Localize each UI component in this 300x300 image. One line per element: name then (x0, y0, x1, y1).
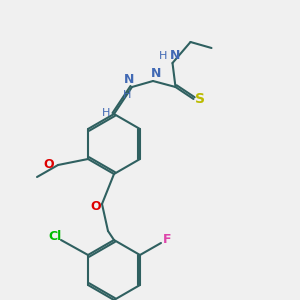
Text: H: H (159, 50, 168, 61)
Text: N: N (170, 49, 181, 62)
Text: F: F (163, 233, 171, 247)
Text: H: H (123, 89, 132, 100)
Text: H: H (102, 107, 111, 118)
Text: O: O (91, 200, 101, 214)
Text: O: O (44, 158, 54, 172)
Text: N: N (151, 67, 161, 80)
Text: S: S (194, 92, 205, 106)
Text: N: N (124, 73, 134, 86)
Text: Cl: Cl (48, 230, 62, 244)
